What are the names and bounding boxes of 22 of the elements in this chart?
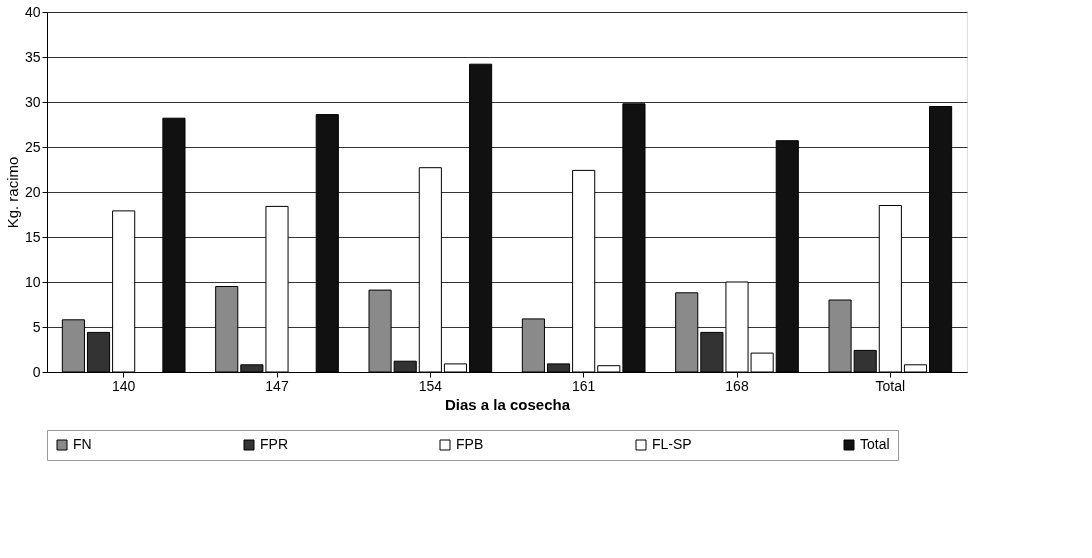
x-axis-title: Dias a la cosecha xyxy=(444,395,571,413)
legend-label: FPB xyxy=(456,436,484,452)
y-tick-label: 10 xyxy=(24,273,41,290)
y-tick-label: 15 xyxy=(24,228,41,245)
x-tick-label: Total xyxy=(875,377,906,394)
legend-label: FPR xyxy=(260,436,288,452)
x-tick-label: 168 xyxy=(725,377,749,394)
x-tick-label: 154 xyxy=(418,377,443,394)
x-tick-label: 161 xyxy=(571,377,596,394)
legend-label: FN xyxy=(73,436,92,452)
x-tick-label: 140 xyxy=(111,377,136,394)
legend-label: Total xyxy=(860,436,890,452)
y-tick-label: 40 xyxy=(24,3,41,20)
y-tick-label: 20 xyxy=(24,183,41,200)
y-tick-label: 0 xyxy=(32,363,41,380)
y-tick-label: 5 xyxy=(32,318,41,335)
y-tick-label: 25 xyxy=(24,138,41,155)
y-axis-title: Kg. racimo xyxy=(3,156,21,229)
y-tick-label: 30 xyxy=(24,93,41,110)
legend-label: FL-SP xyxy=(652,436,692,452)
x-tick-label: 147 xyxy=(265,377,289,394)
y-tick-label: 35 xyxy=(24,48,41,65)
